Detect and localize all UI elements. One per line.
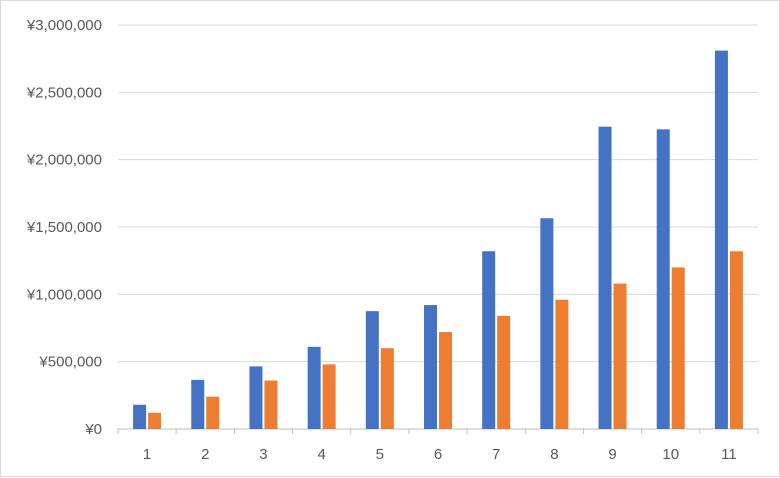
- bar-series-2: [729, 251, 743, 429]
- bar-series-1: [540, 218, 554, 429]
- bar-series-1: [307, 346, 321, 429]
- bar-series-2: [380, 348, 394, 429]
- x-tick-label: 3: [259, 446, 267, 463]
- x-tick-label: 9: [608, 446, 616, 463]
- x-tick-label: 1: [143, 446, 151, 463]
- bar-series-1: [714, 50, 728, 429]
- x-tick-label: 10: [662, 446, 679, 463]
- bar-series-2: [613, 283, 627, 429]
- x-tick-label: 6: [434, 446, 442, 463]
- y-tick-label: ¥500,000: [38, 354, 102, 371]
- y-tick-label: ¥0: [84, 421, 102, 438]
- y-tick-label: ¥1,500,000: [26, 219, 102, 236]
- x-tick-label: 4: [317, 446, 325, 463]
- y-tick-label: ¥1,000,000: [26, 286, 102, 303]
- bar-series-1: [191, 379, 205, 429]
- y-tick-label: ¥3,000,000: [26, 17, 102, 34]
- x-tick-label: 8: [550, 446, 558, 463]
- x-tick-label: 2: [201, 446, 209, 463]
- bar-series-1: [424, 305, 437, 429]
- bar-series-2: [322, 364, 336, 429]
- bar-series-2: [439, 332, 452, 429]
- x-tick-label: 11: [721, 446, 737, 463]
- y-tick-label: ¥2,500,000: [26, 84, 102, 101]
- bar-series-2: [206, 396, 220, 429]
- x-tick-label: 7: [492, 446, 500, 463]
- bar-series-2: [497, 315, 511, 429]
- bar-series-2: [555, 299, 569, 429]
- bar-series-2: [148, 412, 162, 429]
- bar-series-1: [482, 251, 496, 429]
- bar-series-1: [656, 129, 670, 429]
- bar-series-1: [598, 126, 612, 429]
- y-tick-label: ¥2,000,000: [26, 152, 102, 169]
- bar-series-1: [133, 404, 147, 429]
- bar-series-2: [671, 267, 685, 429]
- bar-series-1: [365, 311, 379, 429]
- x-tick-label: 5: [376, 446, 384, 463]
- bar-series-1: [249, 366, 263, 429]
- bar-series-2: [264, 380, 278, 429]
